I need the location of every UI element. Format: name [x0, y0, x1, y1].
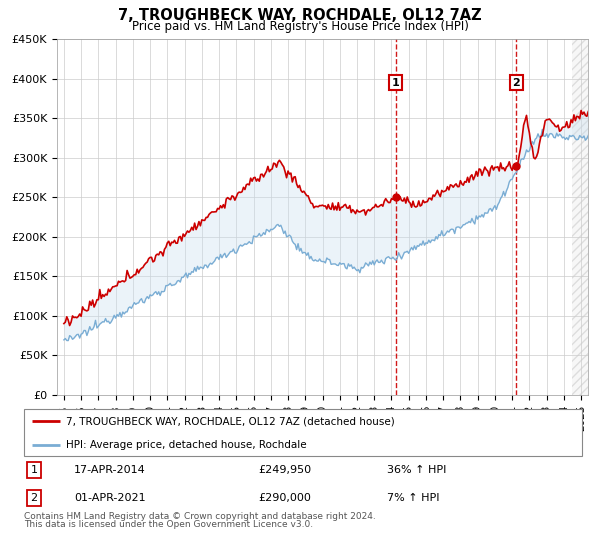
Text: £290,000: £290,000 [259, 493, 311, 503]
Text: 1: 1 [31, 465, 38, 475]
Text: 7, TROUGHBECK WAY, ROCHDALE, OL12 7AZ (detached house): 7, TROUGHBECK WAY, ROCHDALE, OL12 7AZ (d… [66, 417, 395, 427]
FancyBboxPatch shape [24, 409, 582, 456]
Text: 01-APR-2021: 01-APR-2021 [74, 493, 146, 503]
Text: 7% ↑ HPI: 7% ↑ HPI [387, 493, 439, 503]
Text: 7, TROUGHBECK WAY, ROCHDALE, OL12 7AZ: 7, TROUGHBECK WAY, ROCHDALE, OL12 7AZ [118, 8, 482, 24]
Bar [572, 39, 596, 395]
Text: 36% ↑ HPI: 36% ↑ HPI [387, 465, 446, 475]
Text: 1: 1 [392, 78, 400, 88]
Text: HPI: Average price, detached house, Rochdale: HPI: Average price, detached house, Roch… [66, 440, 307, 450]
Bar [572, 39, 596, 395]
Text: £249,950: £249,950 [259, 465, 311, 475]
Text: 2: 2 [31, 493, 38, 503]
Text: Contains HM Land Registry data © Crown copyright and database right 2024.: Contains HM Land Registry data © Crown c… [24, 512, 376, 521]
Text: 2: 2 [512, 78, 520, 88]
Text: 17-APR-2014: 17-APR-2014 [74, 465, 146, 475]
Text: This data is licensed under the Open Government Licence v3.0.: This data is licensed under the Open Gov… [24, 520, 313, 529]
Text: Price paid vs. HM Land Registry's House Price Index (HPI): Price paid vs. HM Land Registry's House … [131, 20, 469, 32]
